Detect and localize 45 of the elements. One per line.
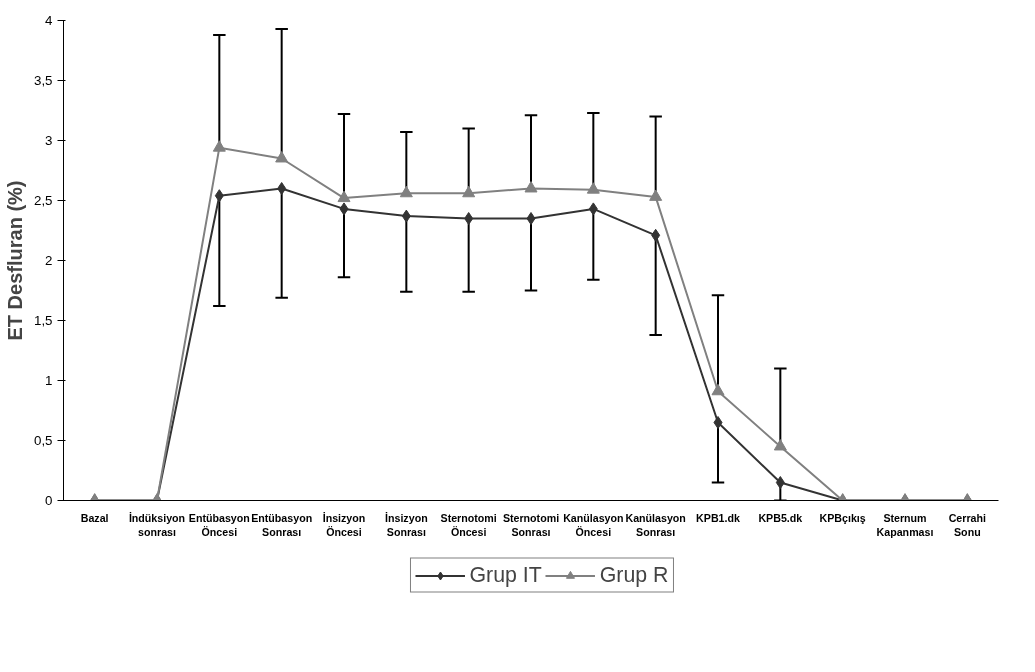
y-tick-label: 1: [45, 373, 53, 388]
x-tick-label: Sternotomi Sonrası: [502, 511, 560, 538]
y-axis-title: ET Desfluran (%): [3, 180, 26, 341]
y-tick-label: 4: [45, 13, 54, 28]
x-tick-label: İndüksiyon sonrası: [128, 511, 186, 538]
y-tick-label: 1,5: [33, 313, 53, 328]
x-tick-label: Kanülasyon Sonrası: [625, 511, 686, 538]
y-tick-label: 3: [45, 133, 53, 148]
point: [649, 189, 663, 201]
point: [524, 181, 538, 193]
point: [277, 182, 287, 195]
y-tick-label: 2: [45, 253, 53, 268]
x-tick-label: Cerrahi Sonu: [948, 511, 987, 538]
point: [339, 202, 349, 216]
point: [773, 439, 787, 451]
x-tick-label: Sternotomi Öncesi: [440, 511, 497, 538]
point: [401, 209, 411, 223]
x-tick-label: İnsizyon Sonrası: [385, 511, 428, 538]
point: [651, 228, 661, 242]
point: [399, 185, 413, 198]
point: [586, 182, 600, 194]
x-tick-label: İnsizyon Öncesi: [322, 511, 366, 538]
y-tick-label: 2,5: [33, 193, 53, 208]
legend-label: Grup R: [599, 562, 669, 588]
legend-label: Grup IT: [469, 562, 542, 588]
x-tick-label: Kanülasyon Öncesi: [563, 511, 624, 538]
point: [711, 383, 725, 396]
x-tick-label: Entübasyon Sonrası: [251, 511, 313, 538]
x-tick-label: Sternum Kapanması: [876, 511, 934, 538]
x-tick-label: KPBçıkış: [819, 511, 866, 524]
point: [462, 185, 476, 198]
point: [212, 140, 226, 152]
point: [337, 190, 351, 203]
x-tick-label: Entübasyon Öncesi: [188, 511, 250, 538]
y-tick-label: 3,5: [33, 73, 53, 88]
y-tick-label: 0: [45, 493, 53, 508]
point: [275, 151, 289, 163]
point: [588, 202, 598, 216]
x-tick-label: Bazal: [80, 511, 109, 524]
x-tick-label: KPB1.dk: [696, 511, 740, 524]
y-tick-label: 0,5: [33, 433, 53, 448]
x-tick-label: KPB5.dk: [758, 511, 803, 524]
point: [214, 189, 224, 203]
point: [464, 212, 474, 225]
point: [526, 212, 536, 225]
